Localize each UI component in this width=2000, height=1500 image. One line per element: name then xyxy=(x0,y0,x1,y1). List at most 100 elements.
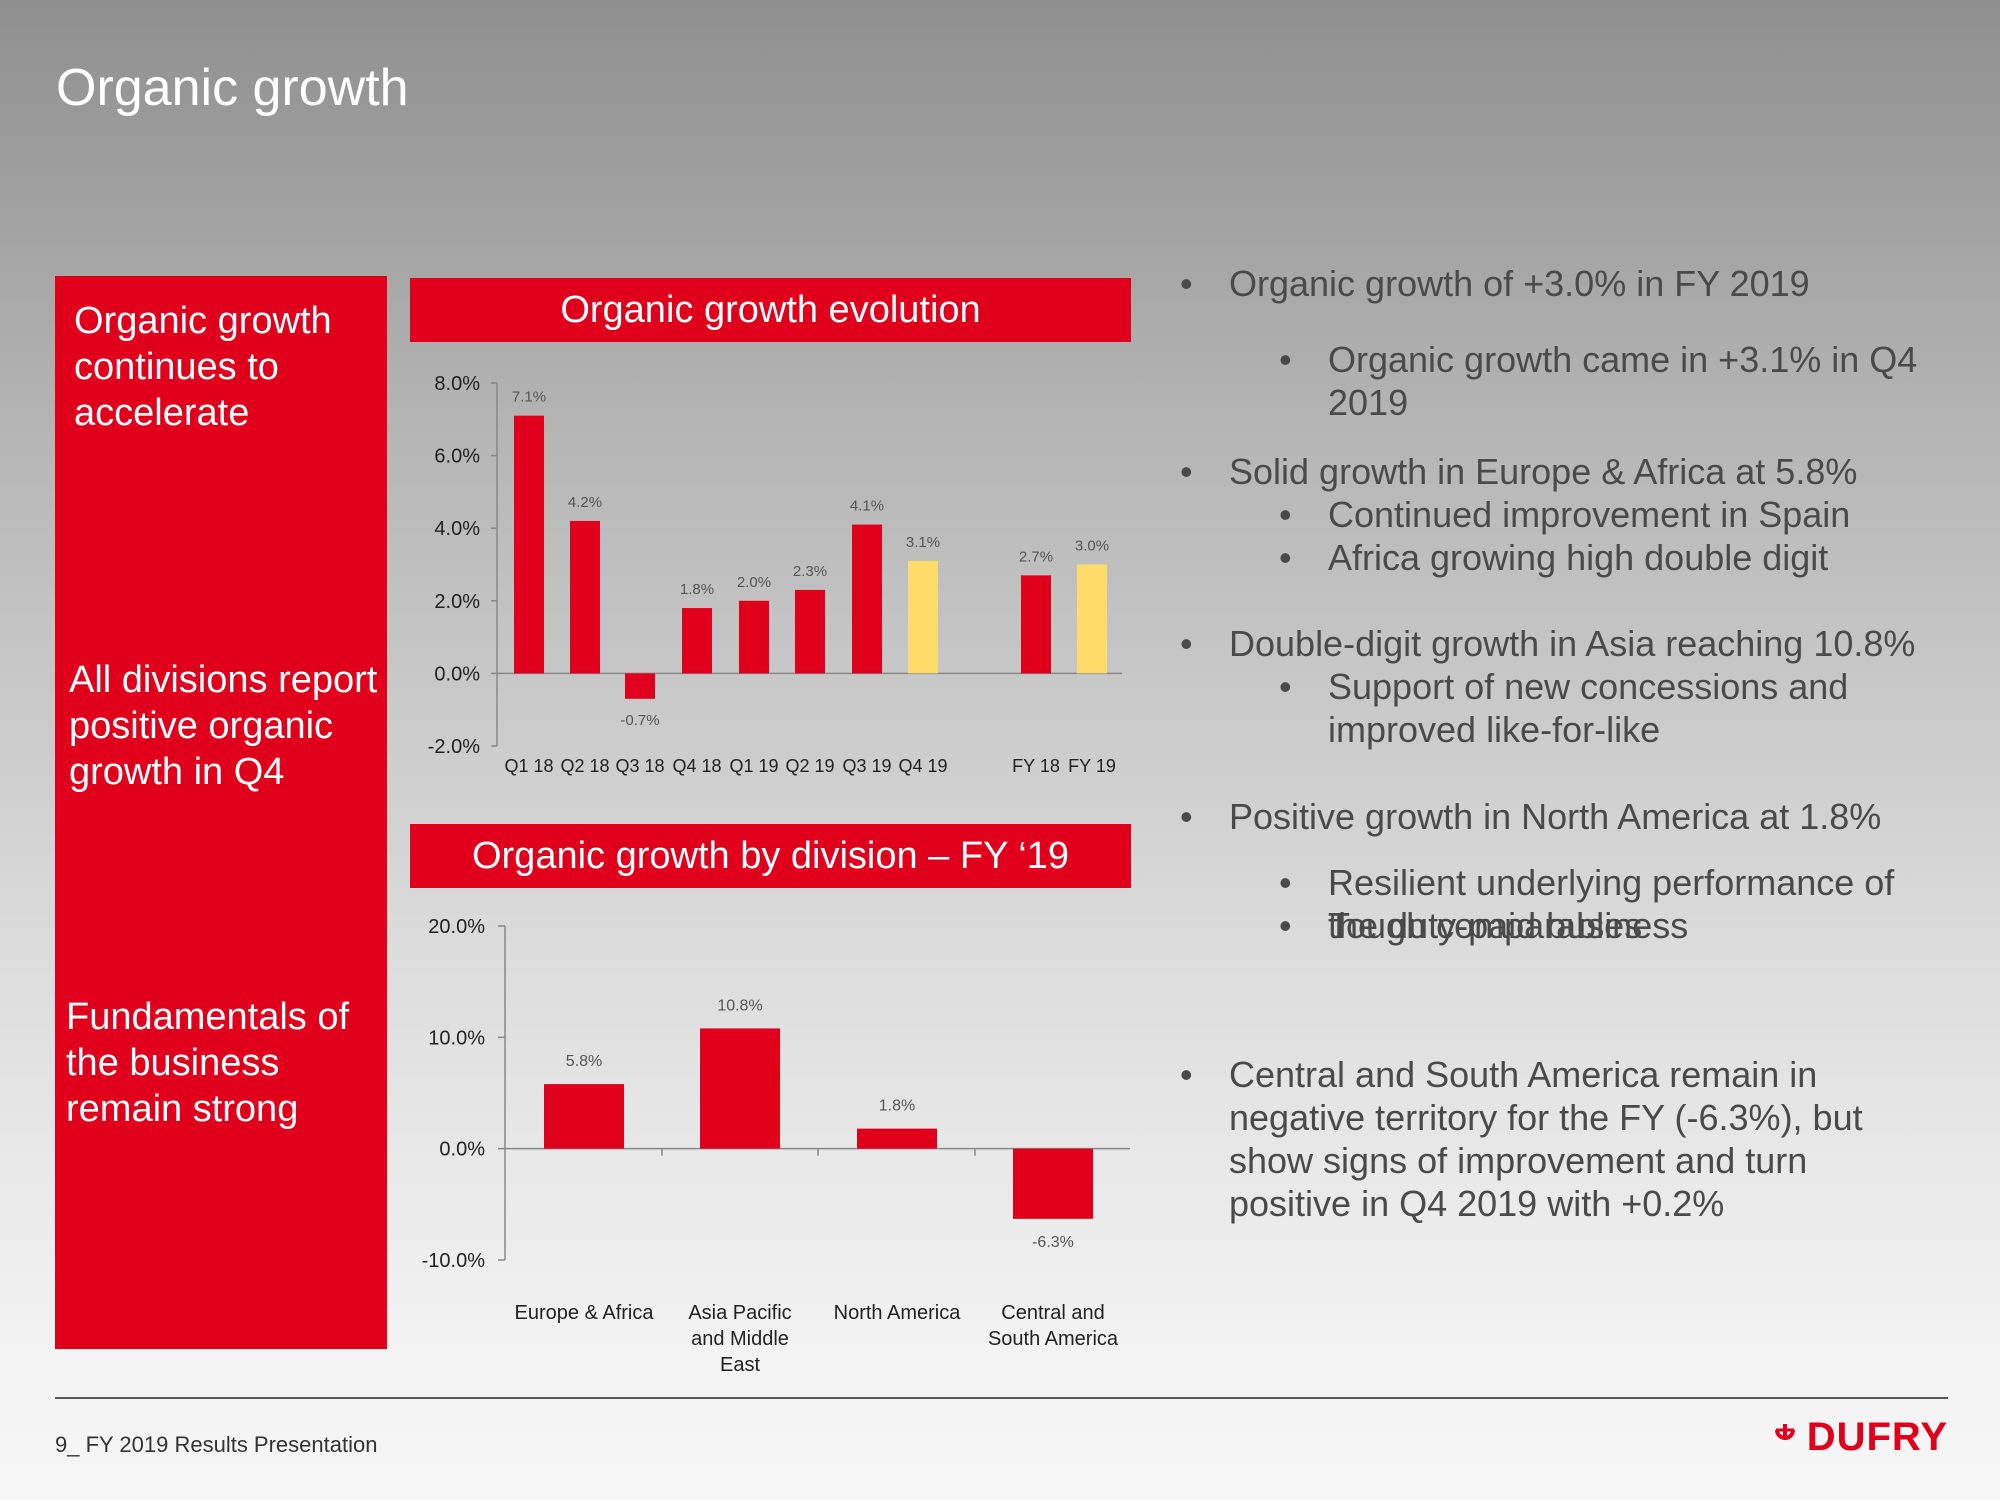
division-category-label-line: East xyxy=(720,1354,760,1376)
bullet-text: Solid growth in Europe & Africa at 5.8% xyxy=(1229,451,1858,492)
division-data-label: -6.3% xyxy=(1032,1234,1074,1251)
bullet-dot-icon: • xyxy=(1180,623,1193,664)
division-y-tick-label: -10.0% xyxy=(422,1250,486,1272)
evolution-category-label: Q3 19 xyxy=(842,756,891,776)
evolution-category-label: FY 18 xyxy=(1012,756,1060,776)
bullet-item: • Continued improvement in Spain xyxy=(1279,493,1919,536)
division-category-label-line: Asia Pacific xyxy=(688,1302,791,1324)
division-y-tick-label: 0.0% xyxy=(439,1139,485,1161)
evolution-bar-chart: -2.0% 0.0% 2.0% 4.0% 6.0% 8.0% 7.1% Q1 18 4.2% Q2… xyxy=(428,373,1122,776)
left-summary-panel xyxy=(55,276,387,1349)
bullet-text: Resilient underlying performance of the … xyxy=(1328,862,1895,946)
bullet-item: • Double-digit growth in Asia reaching 10… xyxy=(1180,622,1920,665)
bullet-item: • Central and South America remain in neg… xyxy=(1180,1053,1920,1225)
division-category-label-line: Central and xyxy=(1001,1302,1104,1324)
evolution-category-label: Q3 18 xyxy=(615,756,664,776)
evolution-category-label: Q4 19 xyxy=(898,756,947,776)
logo-text: DUFRY xyxy=(1806,1415,1948,1459)
bullet-text: Support of new concessions and improved … xyxy=(1328,666,1849,750)
evolution-y-tick-label: 8.0% xyxy=(434,373,480,395)
evolution-bar xyxy=(739,600,769,674)
division-data-label: 10.8% xyxy=(717,997,762,1014)
division-category-label: Central and South America xyxy=(988,1302,1119,1350)
evolution-data-label: 2.0% xyxy=(737,574,771,591)
evolution-bar xyxy=(1021,575,1051,674)
summary-accelerate: Organic growth continues to accelerate xyxy=(74,300,332,434)
evolution-data-label: 4.1% xyxy=(850,498,884,515)
division-y-tick-label: 20.0% xyxy=(428,916,485,938)
evolution-y-tick-label: 4.0% xyxy=(434,518,480,540)
evolution-category-label: Q1 19 xyxy=(729,756,778,776)
bullet-dot-icon: • xyxy=(1279,905,1292,946)
bullet-item: • Solid growth in Europe & Africa at 5.8% xyxy=(1180,450,1920,493)
bullet-text: Africa growing high double digit xyxy=(1328,537,1829,578)
bullet-item: • Tough comparables xyxy=(1279,904,1919,947)
bullet-item: • Organic growth came in +3.1% in Q4 2019 xyxy=(1279,338,1919,424)
bullet-dot-icon: • xyxy=(1279,494,1292,535)
bullet-dot-icon: • xyxy=(1180,1054,1193,1095)
bullet-text: Positive growth in North America at 1.8% xyxy=(1229,796,1882,837)
evolution-bar xyxy=(682,608,712,674)
evolution-y-tick-label: 6.0% xyxy=(434,446,480,468)
evolution-y-tick-label: 2.0% xyxy=(434,591,480,613)
bullet-text: Continued improvement in Spain xyxy=(1328,494,1851,535)
bullet-text: Double-digit growth in Asia reaching 10.… xyxy=(1229,623,1916,664)
bullet-item: • Support of new concessions and improved… xyxy=(1279,665,1919,751)
evolution-bar xyxy=(852,524,882,674)
bullet-dot-icon: • xyxy=(1180,451,1193,492)
division-bar xyxy=(857,1128,937,1149)
evolution-category-label: Q4 18 xyxy=(672,756,721,776)
bullet-dot-icon: • xyxy=(1180,263,1193,304)
summary-all-divisions: All divisions report positive organic gr… xyxy=(69,659,378,793)
bullet-item: • Positive growth in North America at 1.8… xyxy=(1180,795,1920,838)
evolution-bar xyxy=(514,415,544,674)
bullet-item: • Africa growing high double digit xyxy=(1279,536,1919,579)
division-chart-header: Organic growth by division – FY ‘19 xyxy=(410,824,1131,888)
summary-fundamentals: Fundamentals of the business remain stro… xyxy=(66,996,350,1130)
division-y-tick-label: 10.0% xyxy=(428,1027,485,1049)
dufry-logo: DUFRY xyxy=(1773,1415,1948,1460)
evolution-bar xyxy=(795,589,825,674)
evolution-category-label: Q2 19 xyxy=(785,756,834,776)
bullet-dot-icon: • xyxy=(1279,339,1292,380)
bullet-text: Organic growth of +3.0% in FY 2019 xyxy=(1229,263,1810,304)
evolution-y-tick-label: -2.0% xyxy=(428,736,480,758)
bullet-text: Organic growth came in +3.1% in Q4 2019 xyxy=(1328,339,1918,423)
bullet-dot-icon: • xyxy=(1279,537,1292,578)
evolution-category-label: FY 19 xyxy=(1068,756,1116,776)
page-title: Organic growth xyxy=(56,59,409,117)
evolution-bar xyxy=(625,673,655,699)
evolution-bar xyxy=(1077,564,1107,674)
footer-divider xyxy=(55,1397,1948,1399)
division-data-label: 5.8% xyxy=(566,1053,602,1070)
evolution-data-label: 4.2% xyxy=(568,494,602,511)
evolution-y-tick-label: 0.0% xyxy=(434,663,480,685)
division-category-label: Asia Pacific and Middle East xyxy=(688,1302,791,1376)
division-bar xyxy=(700,1028,780,1149)
division-data-label: 1.8% xyxy=(879,1098,915,1115)
division-bar xyxy=(1013,1148,1093,1219)
bullet-dot-icon: • xyxy=(1180,796,1193,837)
evolution-data-label: 2.7% xyxy=(1019,548,1053,565)
footer-text: 9_ FY 2019 Results Presentation xyxy=(55,1432,378,1457)
bullet-item: • Resilient underlying performance of the… xyxy=(1279,861,1919,947)
evolution-data-label: 3.1% xyxy=(906,534,940,551)
evolution-data-label: -0.7% xyxy=(620,712,659,729)
division-category-label-line: Europe & Africa xyxy=(515,1302,655,1324)
bullet-text: Central and South America remain in nega… xyxy=(1229,1054,1863,1224)
evolution-category-label: Q1 18 xyxy=(504,756,553,776)
bullet-item: • Organic growth of +3.0% in FY 2019 xyxy=(1180,262,1920,305)
bullet-dot-icon: • xyxy=(1279,862,1292,903)
division-bar xyxy=(544,1084,624,1149)
division-category-label-line: North America xyxy=(834,1302,962,1324)
division-category-label-line: South America xyxy=(988,1328,1119,1350)
evolution-bar xyxy=(570,520,600,674)
bullet-text: Tough comparables xyxy=(1328,905,1643,946)
evolution-bar xyxy=(908,560,938,674)
evolution-chart-header: Organic growth evolution xyxy=(410,278,1131,342)
evolution-category-label: Q2 18 xyxy=(560,756,609,776)
division-category-label: North America xyxy=(834,1302,962,1324)
evolution-data-label: 7.1% xyxy=(512,389,546,406)
bullet-dot-icon: • xyxy=(1279,666,1292,707)
division-category-label: Europe & Africa xyxy=(515,1302,655,1324)
